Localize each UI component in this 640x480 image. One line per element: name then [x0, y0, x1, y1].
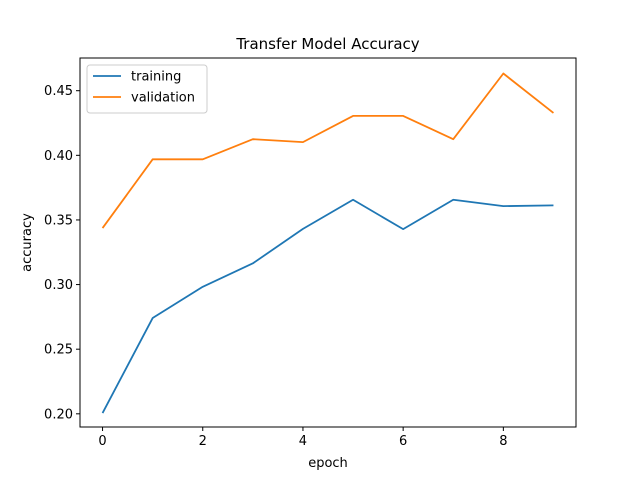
- y-tick-label: 0.40: [44, 149, 73, 164]
- x-tick-label: 2: [199, 434, 207, 449]
- chart-title: Transfer Model Accuracy: [235, 35, 419, 53]
- y-tick-label: 0.20: [44, 407, 73, 422]
- x-axis-ticks: 0 2 4 6 8: [98, 427, 507, 449]
- legend-label-validation: validation: [131, 91, 195, 106]
- series-lines: [101, 72, 555, 414]
- legend-box: [86, 64, 208, 114]
- x-tick-label: 8: [499, 434, 507, 449]
- legend-label-training: training: [131, 70, 181, 85]
- series-line-validation: [101, 72, 555, 229]
- x-tick-label: 0: [98, 434, 106, 449]
- y-tick-label: 0.35: [44, 213, 73, 228]
- plot-area: [79, 57, 577, 428]
- y-tick-label: 0.30: [44, 278, 73, 293]
- x-tick-label: 4: [299, 434, 307, 449]
- y-tick-label: 0.25: [44, 343, 73, 358]
- y-tick-label: 0.45: [44, 84, 73, 99]
- y-axis-label: accuracy: [20, 213, 35, 272]
- x-tick-label: 6: [399, 434, 407, 449]
- series-line-training: [101, 198, 554, 414]
- x-axis-label: epoch: [308, 456, 348, 471]
- legend: training validation: [86, 64, 208, 114]
- y-axis-ticks: 0.20 0.25 0.30 0.35 0.40 0.45: [44, 84, 80, 422]
